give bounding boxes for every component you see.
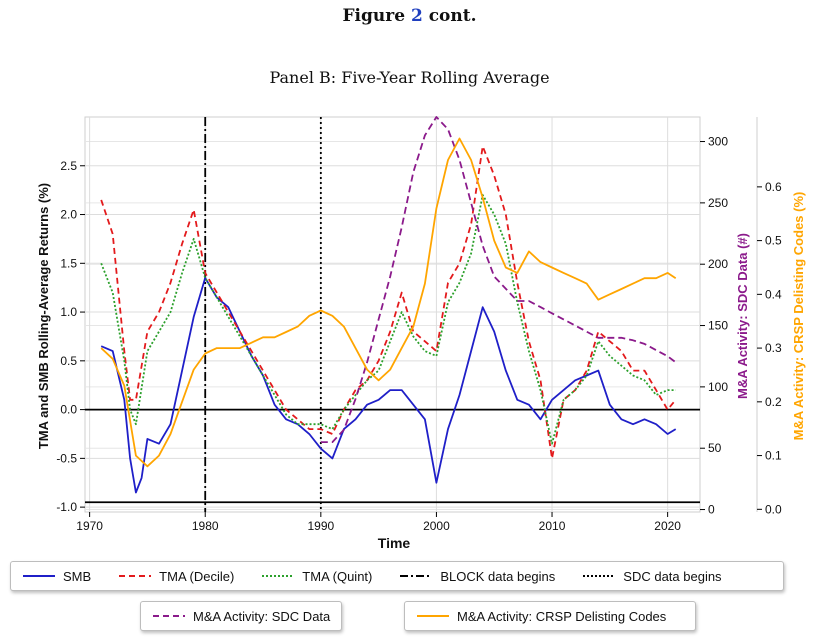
figure-number[interactable]: 2: [410, 6, 423, 26]
legend-label-tma_quint: TMA (Quint): [302, 568, 373, 584]
y-axis-label-crsp: M&A Activity: CRSP Delisting Codes (%): [791, 192, 806, 441]
y2-tick-label: 100: [708, 380, 728, 394]
series-line-smb: [100, 276, 677, 494]
panel-title: Panel B: Five-Year Rolling Average: [269, 68, 550, 87]
series-line-tma-quint-: [100, 194, 676, 445]
legend-label-block: BLOCK data begins: [440, 568, 556, 584]
x-tick-label: 1980: [192, 519, 219, 533]
y2-tick-label: 200: [708, 257, 728, 271]
x-tick-label: 2000: [423, 519, 450, 533]
legend-ma: M&A Activity: SDC Data: [140, 601, 342, 631]
y2-tick-label: 250: [708, 196, 728, 210]
grid-layer: [84, 116, 701, 513]
legend-item-crsp[interactable]: M&A Activity: CRSP Delisting Codes: [417, 609, 666, 624]
y3-tick-label: 0.0: [765, 502, 782, 516]
x-tick-label: 1990: [307, 519, 334, 533]
legend-item-sdc[interactable]: M&A Activity: SDC Data: [153, 609, 330, 624]
figure-prefix: Figure: [342, 6, 406, 26]
y-tick-label: 1.5: [60, 256, 77, 270]
y2-tick-label: 300: [708, 135, 728, 149]
series-layer: [100, 116, 677, 494]
legend-item-block[interactable]: BLOCK data begins: [400, 569, 555, 584]
legend-sdc-row: M&A Activity: SDC Data: [141, 602, 341, 630]
legend-item-sdc_begin[interactable]: SDC data begins: [583, 568, 722, 584]
y2-tick-label: 150: [708, 319, 728, 333]
y-tick-label: 2.5: [60, 159, 77, 173]
y-tick-label: 2.0: [60, 208, 77, 222]
legend-swatch-smb: [23, 575, 55, 577]
y3-tick-label: 0.4: [765, 287, 782, 301]
series-line-m-a-activity-sdc-data: [320, 116, 677, 444]
legend-swatch-tma_decile: [119, 575, 152, 577]
y-axis-label-left: TMA and SMB Rolling-Average Returns (%): [36, 183, 51, 449]
legend-label-sdc: M&A Activity: SDC Data: [193, 608, 331, 624]
series-line-tma-decile-: [100, 145, 677, 460]
legend-crsp-row: M&A Activity: CRSP Delisting Codes: [405, 602, 695, 630]
y2-tick-label: 50: [708, 441, 722, 455]
figure-title: Figure 2 cont.: [0, 6, 819, 26]
series-line-m-a-activity-crsp-delisting-codes: [100, 137, 677, 468]
legend-swatch-block: [400, 575, 433, 577]
x-tick-label: 2020: [654, 519, 681, 533]
legend-swatch-sdc_begin: [583, 575, 616, 577]
plot-frame: [84, 116, 701, 513]
x-axis-label: Time: [378, 535, 411, 551]
y-tick-label: 0.5: [60, 354, 77, 368]
y3-tick-label: 0.3: [765, 341, 782, 355]
y-tick-label: -0.5: [56, 451, 77, 465]
legend-item-smb[interactable]: SMB: [23, 569, 91, 584]
legend-item-tma_quint[interactable]: TMA (Quint): [262, 569, 372, 584]
legend-swatch-sdc: [153, 615, 185, 617]
y3-tick-label: 0.2: [765, 395, 782, 409]
legend-item-tma_decile[interactable]: TMA (Decile): [119, 569, 234, 584]
legend-swatch-crsp: [417, 615, 449, 617]
y-tick-label: 0.0: [60, 403, 77, 417]
x-tick-label: 1970: [76, 519, 103, 533]
y-axis-label-sdc: M&A Activity: SDC Data (#): [735, 233, 750, 399]
legend-main: SMB TMA (Decile) TMA (Quint) BLOCK data beg…: [10, 561, 784, 591]
x-tick-label: 2010: [539, 519, 566, 533]
legend-main-row: SMB TMA (Decile) TMA (Quint) BLOCK data beg…: [11, 562, 783, 590]
y-tick-label: -1.0: [56, 500, 77, 514]
legend-crsp: M&A Activity: CRSP Delisting Codes: [404, 601, 696, 631]
legend-label-smb: SMB: [63, 568, 92, 584]
legend-label-tma_decile: TMA (Decile): [159, 568, 235, 584]
legend-label-crsp: M&A Activity: CRSP Delisting Codes: [457, 608, 667, 624]
y3-tick-label: 0.5: [765, 234, 782, 248]
figure-suffix: cont.: [428, 6, 477, 26]
legend-label-sdc_begin: SDC data begins: [623, 568, 722, 584]
y2-tick-label: 0: [708, 503, 715, 517]
y3-tick-label: 0.1: [765, 449, 782, 463]
legend-swatch-tma_quint: [262, 575, 295, 577]
axes-layer: 1970 1980 1990 2000 2010 2020-1.0-0.50.00.51.…: [56, 117, 782, 533]
y3-tick-label: 0.6: [765, 180, 782, 194]
y-tick-label: 1.0: [60, 305, 77, 319]
